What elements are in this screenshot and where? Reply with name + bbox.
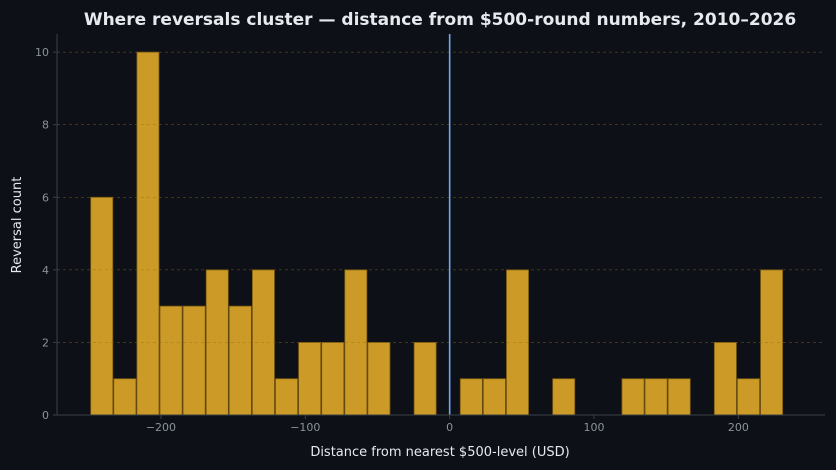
axes [56,34,825,416]
x-tick-label: 200 [728,421,749,434]
histogram-bar [228,305,252,416]
y-tick-label: 2 [42,336,49,349]
x-axis-label: Distance from nearest $500-level (USD) [310,445,569,460]
x-tick-label: 100 [584,421,605,434]
histogram-bar [552,378,576,416]
histogram-bar [737,378,760,416]
y-axis-label: Reversal count [10,177,25,274]
histogram-bar [136,51,160,416]
histogram-bar [182,305,206,416]
chart-title: Where reversals cluster — distance from … [84,10,796,30]
histogram-bar [321,342,345,416]
y-tick-label: 10 [35,46,49,59]
histogram-bar [459,378,483,416]
histogram-bar [90,196,114,416]
histogram-bar [159,305,183,416]
y-tick-label: 4 [42,264,49,277]
y-axis-ticks: 0 2 4 6 8 10 [35,46,57,422]
y-tick-label: 8 [42,119,49,132]
x-axis-ticks: −200 −100 0 100 200 [146,415,749,434]
y-tick-label: 6 [42,191,49,204]
bars [57,51,825,416]
histogram-bar [298,342,322,416]
histogram-bar [713,342,737,416]
x-tick-label: 0 [446,421,453,434]
histogram-bar [275,378,298,416]
histogram-bar [113,378,137,416]
y-tick-label: 0 [42,409,49,422]
x-tick-label: −200 [146,421,176,434]
histogram-bar [413,342,437,416]
histogram-bar [482,378,506,416]
histogram-bar [621,378,645,416]
x-tick-label: −100 [290,421,320,434]
histogram-bar [667,378,691,416]
histogram-bar [644,378,668,416]
histogram-bar [367,342,391,416]
